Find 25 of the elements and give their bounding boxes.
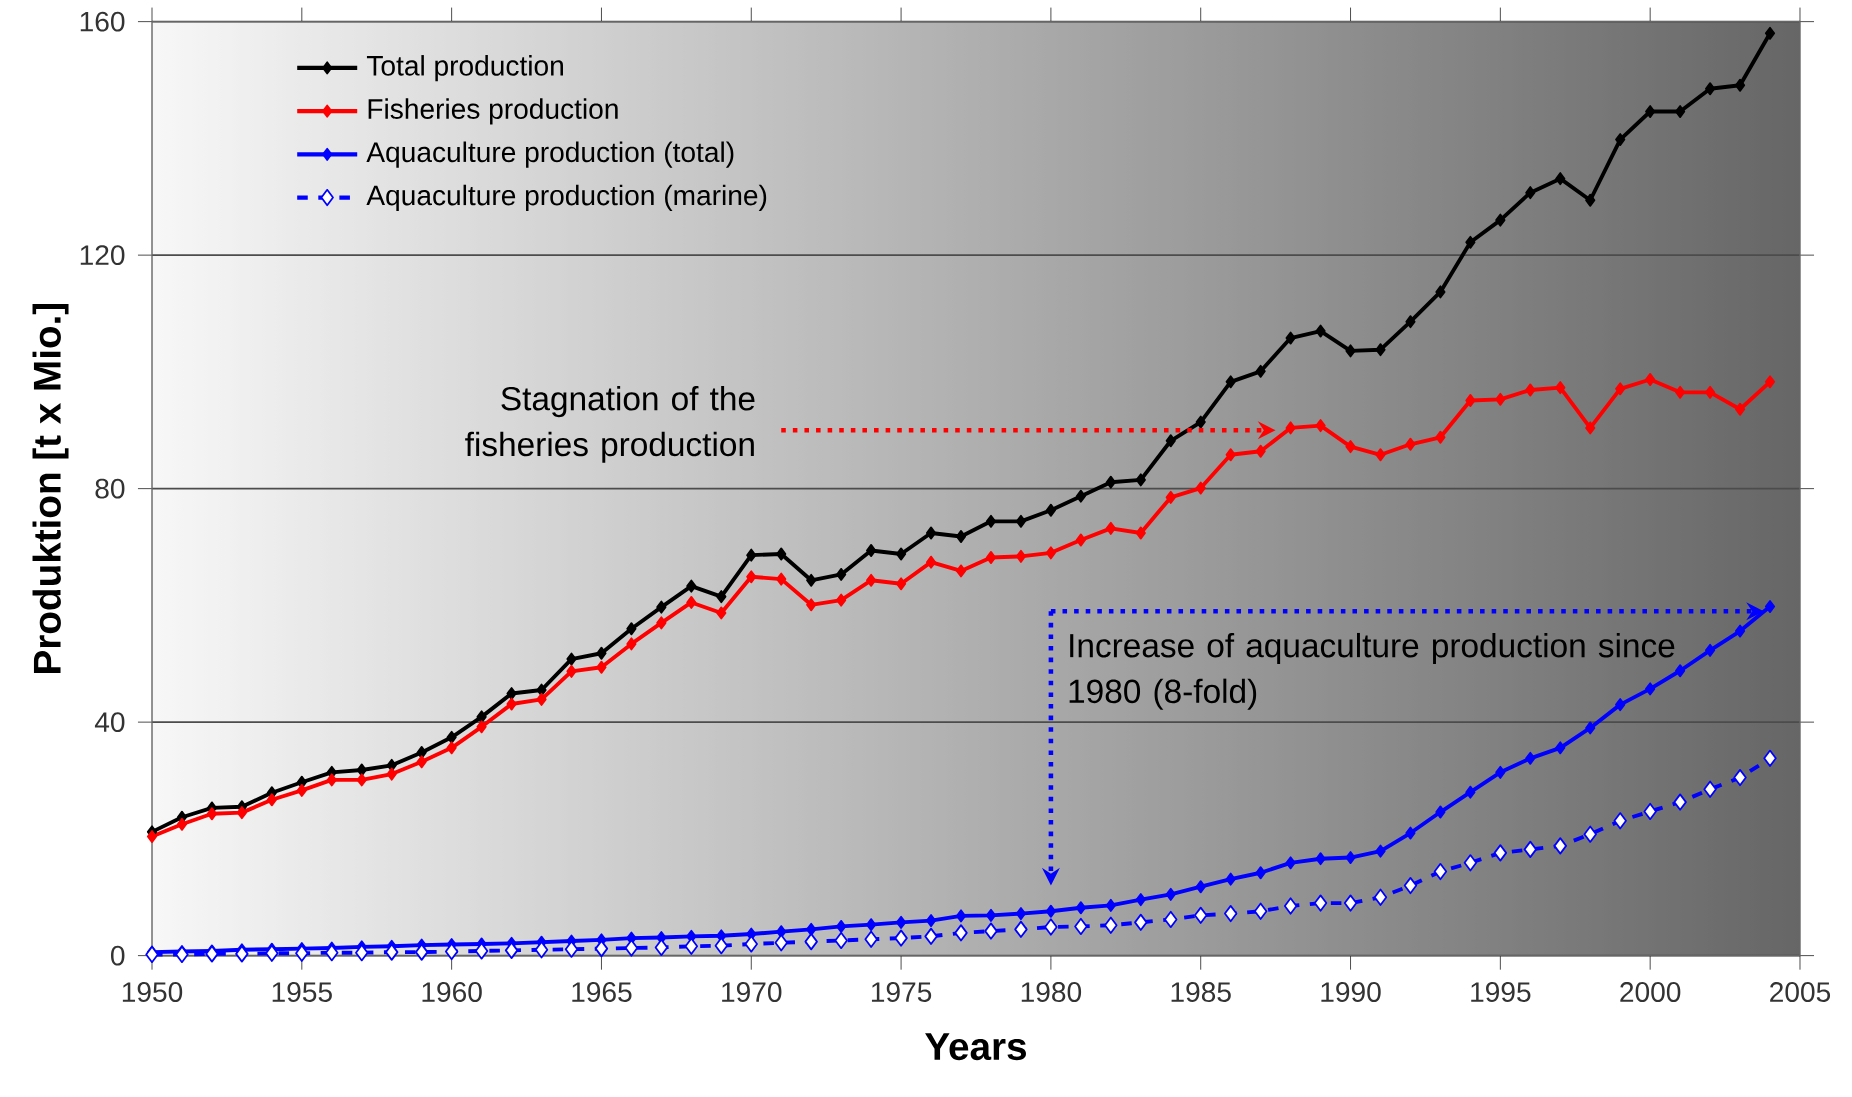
- legend-label: Aquaculture production (marine): [366, 184, 767, 212]
- x-tick-label: 2005: [1770, 982, 1831, 1003]
- legend-label: Fisheries production: [368, 98, 618, 125]
- legend-label: Total production: [366, 55, 563, 82]
- annotation: Increase of aquaculture production since 1980 (8-fold): [1069, 633, 1675, 710]
- y-tick-label: 0: [111, 945, 125, 966]
- x-tick-label: 1960: [422, 982, 482, 1003]
- x-tick-label: 1955: [272, 982, 332, 1003]
- annotation: Stagnation of the fisheries production: [465, 386, 755, 464]
- x-tick-label: 1990: [1321, 982, 1381, 1003]
- y-tick-label: 160: [80, 11, 125, 32]
- y-tick-label: 40: [94, 712, 125, 733]
- x-tick-label: 1970: [722, 982, 782, 1003]
- x-tick-label: 1985: [1171, 982, 1231, 1003]
- y-axis-title: Produktion [t x Mio.]: [32, 304, 69, 674]
- legend-label: Aquaculture production (total): [366, 141, 734, 168]
- x-tick-label: 1975: [871, 982, 932, 1003]
- x-tick-label: 1965: [572, 982, 632, 1003]
- x-tick-label: 2000: [1620, 982, 1681, 1003]
- x-tick-label: 1980: [1021, 982, 1082, 1003]
- y-tick-label: 120: [80, 245, 125, 266]
- y-tick-label: 80: [95, 478, 125, 499]
- x-axis-title: Years: [925, 1033, 1026, 1061]
- x-tick-label: 1950: [122, 982, 183, 1003]
- x-tick-label: 1995: [1471, 982, 1531, 1003]
